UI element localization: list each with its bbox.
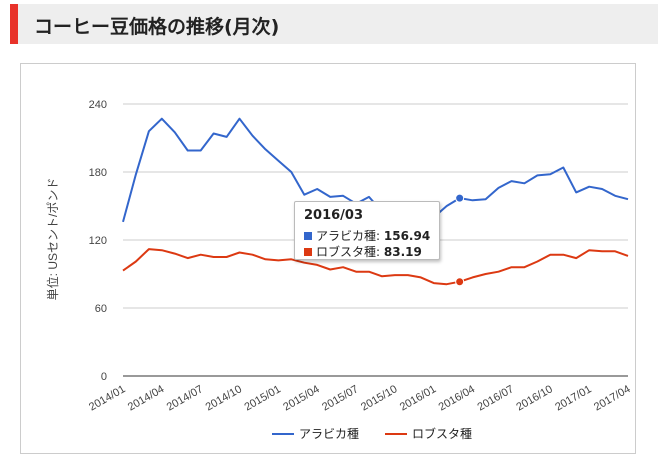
robusta-color-swatch [304,248,312,256]
tooltip-value: 156.94 [383,229,431,243]
page-header: コーヒー豆価格の推移(月次) [10,4,658,44]
arabica-color-swatch [304,232,312,240]
data-tooltip: 2016/03 アラビカ種: 156.94 ロブスタ種: 83.19 [294,201,440,260]
legend[interactable]: アラビカ種 ロブスタ種 [272,426,472,441]
legend-label: アラビカ種 [299,427,359,441]
x-tick-label: 2017/01 [553,383,593,413]
tooltip-label: ロブスタ種: [316,245,381,259]
x-tick-label: 2014/10 [204,383,244,413]
y-tick-label: 0 [101,371,107,383]
y-axis-label: 単位: USセント/ポンド [45,178,60,301]
x-tick-label: 2016/07 [476,383,516,413]
legend-item-1[interactable]: ロブスタ種 [385,426,472,441]
tooltip-label: アラビカ種: [316,229,381,243]
series-line-1 [122,248,629,286]
x-tick-label: 2016/01 [398,383,438,413]
x-tick-label: 2015/04 [281,383,321,413]
legend-item-0[interactable]: アラビカ種 [272,427,359,441]
x-tick-label: 2014/01 [87,383,127,413]
x-tick-label: 2015/07 [320,383,360,413]
x-tick-label: 2015/10 [359,383,399,413]
y-tick-label: 240 [89,99,107,111]
x-tick-label: 2014/07 [165,383,205,413]
highlight-point[interactable] [455,193,465,203]
highlight-point[interactable] [455,277,465,287]
page-title: コーヒー豆価格の推移(月次) [34,16,280,38]
tooltip-row-arabica: アラビカ種: 156.94 [304,227,430,244]
x-tick-label: 2016/10 [514,383,554,413]
tooltip-date: 2016/03 [304,208,364,223]
tooltip-row-robusta: ロブスタ種: 83.19 [304,243,422,260]
tooltip-value: 83.19 [383,245,422,259]
x-axis-ticks: 2014/012014/042014/072014/102015/012015/… [87,383,632,413]
y-tick-label: 120 [89,235,107,247]
y-axis-ticks: 0 60 120 180 240 [89,99,107,383]
x-tick-label: 2016/04 [437,383,477,413]
x-tick-label: 2015/01 [242,383,282,413]
y-tick-label: 60 [95,303,107,315]
x-tick-label: 2014/04 [126,383,166,413]
x-tick-label: 2017/04 [592,383,632,413]
legend-label: ロブスタ種 [412,426,472,441]
y-tick-label: 180 [89,167,107,179]
